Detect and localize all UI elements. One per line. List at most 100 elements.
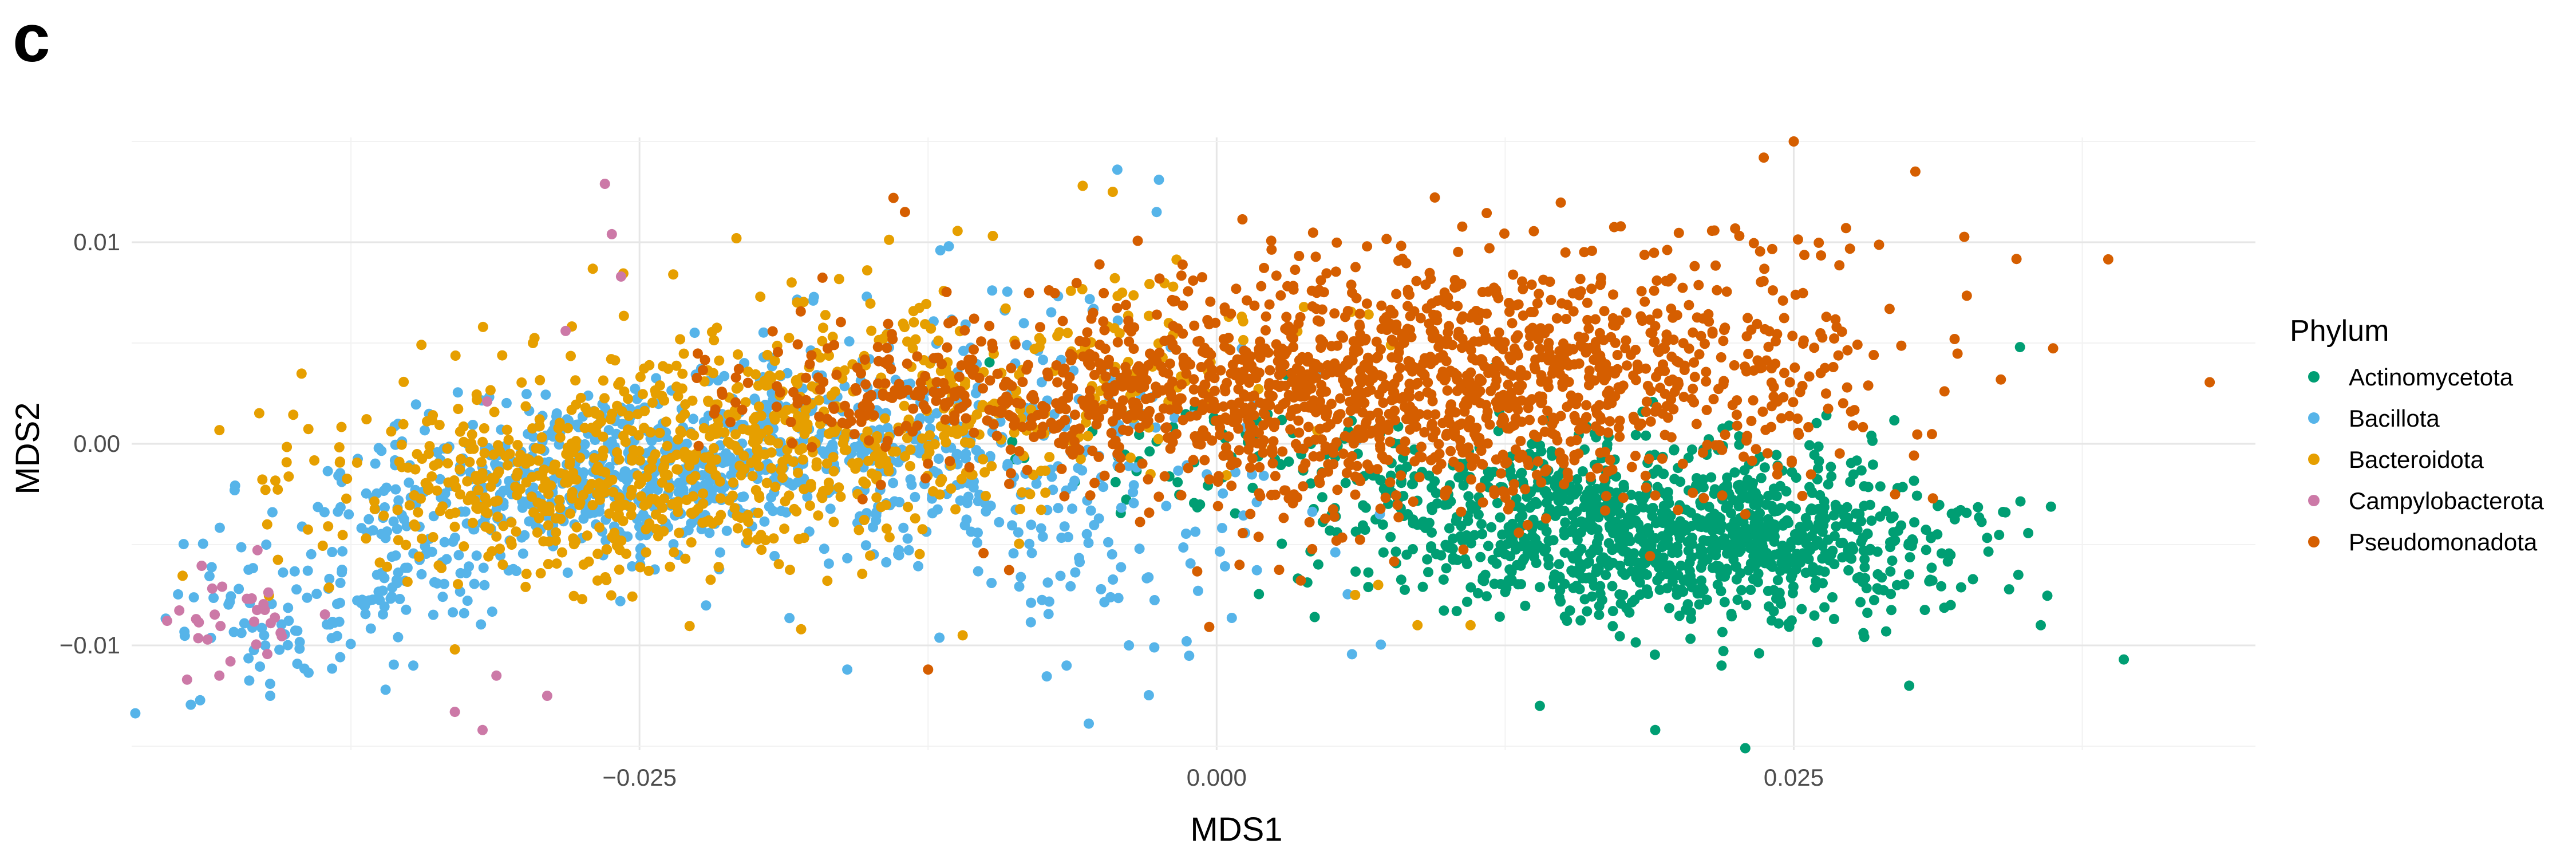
data-point-pseudomonadota (1721, 286, 1732, 297)
data-point-pseudomonadota (1562, 467, 1573, 478)
data-point-pseudomonadota (1477, 287, 1488, 297)
data-point-actinomycetota (1813, 441, 1824, 452)
data-point-bacteroidota (627, 425, 638, 436)
data-point-actinomycetota (1823, 479, 1834, 490)
data-point-bacillota (1346, 649, 1357, 660)
data-point-pseudomonadota (1599, 306, 1610, 317)
data-point-actinomycetota (1813, 463, 1823, 474)
data-point-pseudomonadota (1601, 491, 1611, 502)
data-point-pseudomonadota (1760, 424, 1771, 435)
data-point-bacteroidota (730, 429, 741, 440)
data-point-pseudomonadota (1374, 440, 1385, 451)
data-point-actinomycetota (1451, 606, 1462, 617)
data-point-bacillota (894, 497, 905, 507)
data-point-pseudomonadota (1059, 363, 1070, 374)
data-point-pseudomonadota (1542, 405, 1553, 416)
data-point-actinomycetota (1862, 608, 1873, 618)
data-point-pseudomonadota (1308, 451, 1319, 462)
data-point-pseudomonadota (1693, 279, 1704, 290)
data-point-bacteroidota (813, 510, 824, 521)
data-point-bacillota (1013, 527, 1024, 538)
data-point-bacillota (1002, 459, 1013, 470)
data-point-bacteroidota (677, 368, 688, 379)
data-point-bacillota (619, 466, 630, 477)
data-point-bacillota (961, 453, 971, 464)
data-point-actinomycetota (1610, 502, 1621, 513)
data-point-bacteroidota (538, 536, 549, 547)
data-point-actinomycetota (1692, 588, 1703, 599)
data-point-pseudomonadota (1584, 365, 1595, 376)
data-point-bacillota (1073, 463, 1084, 474)
data-point-actinomycetota (1880, 626, 1891, 637)
data-point-pseudomonadota (1590, 314, 1601, 325)
data-point-pseudomonadota (1231, 283, 1242, 294)
data-point-pseudomonadota (1698, 447, 1708, 458)
data-point-bacteroidota (586, 479, 597, 490)
data-point-bacillota (1113, 593, 1124, 604)
data-point-actinomycetota (1571, 474, 1582, 484)
data-point-bacteroidota (555, 503, 566, 513)
data-point-bacteroidota (651, 523, 662, 534)
data-point-pseudomonadota (1523, 460, 1534, 470)
data-point-actinomycetota (1408, 544, 1418, 554)
data-point-bacillota (517, 548, 528, 559)
data-point-bacillota (898, 522, 909, 533)
data-point-pseudomonadota (1074, 444, 1085, 455)
data-point-pseudomonadota (1449, 428, 1460, 439)
data-point-actinomycetota (1514, 512, 1525, 523)
data-point-bacillota (462, 596, 473, 606)
data-point-pseudomonadota (1509, 400, 1520, 411)
data-point-campylobacterota (491, 670, 502, 681)
data-point-actinomycetota (1872, 569, 1883, 580)
data-point-bacillota (906, 479, 917, 490)
data-point-bacteroidota (378, 510, 389, 521)
data-point-pseudomonadota (1360, 419, 1371, 430)
data-point-bacteroidota (729, 503, 740, 514)
data-point-bacteroidota (827, 332, 838, 342)
data-point-bacillota (392, 523, 402, 534)
data-point-pseudomonadota (1474, 433, 1485, 443)
data-point-pseudomonadota (1234, 559, 1245, 570)
data-point-pseudomonadota (1342, 306, 1353, 317)
data-point-pseudomonadota (1199, 455, 1210, 466)
data-point-actinomycetota (1486, 522, 1497, 533)
data-point-bacteroidota (871, 470, 882, 481)
data-point-bacteroidota (606, 590, 617, 601)
data-point-bacteroidota (756, 545, 767, 555)
data-point-pseudomonadota (1188, 275, 1199, 286)
data-point-pseudomonadota (1640, 470, 1651, 481)
data-point-bacillota (324, 573, 335, 584)
data-point-actinomycetota (1535, 582, 1545, 593)
data-point-pseudomonadota (1718, 336, 1729, 346)
data-point-pseudomonadota (1600, 505, 1610, 516)
data-point-bacteroidota (477, 321, 488, 332)
data-point-pseudomonadota (1314, 316, 1325, 327)
data-point-bacillota (1084, 294, 1095, 305)
data-point-pseudomonadota (1021, 364, 1032, 375)
data-point-actinomycetota (1815, 490, 1826, 501)
data-point-actinomycetota (1730, 562, 1741, 572)
data-point-pseudomonadota (1657, 408, 1668, 419)
data-point-bacteroidota (791, 506, 802, 517)
data-point-bacillota (683, 525, 694, 535)
data-point-actinomycetota (1909, 475, 1919, 486)
data-point-pseudomonadota (1215, 365, 1226, 376)
data-point-bacillota (910, 491, 920, 502)
data-point-pseudomonadota (1144, 405, 1155, 416)
data-point-bacillota (468, 420, 478, 430)
data-point-actinomycetota (1664, 498, 1674, 509)
data-point-bacteroidota (413, 507, 424, 518)
data-point-bacillota (1037, 531, 1048, 542)
data-point-bacillota (452, 387, 463, 398)
data-point-bacillota (376, 529, 387, 539)
data-point-pseudomonadota (1402, 287, 1413, 298)
data-point-pseudomonadota (1354, 534, 1365, 545)
data-point-actinomycetota (1856, 516, 1867, 527)
data-point-actinomycetota (1506, 574, 1517, 585)
data-point-pseudomonadota (1532, 456, 1543, 467)
data-point-actinomycetota (1828, 613, 1839, 624)
data-point-pseudomonadota (1732, 395, 1743, 406)
data-point-bacillota (1128, 498, 1139, 509)
data-point-bacillota (902, 533, 913, 544)
data-point-bacillota (1085, 505, 1096, 516)
